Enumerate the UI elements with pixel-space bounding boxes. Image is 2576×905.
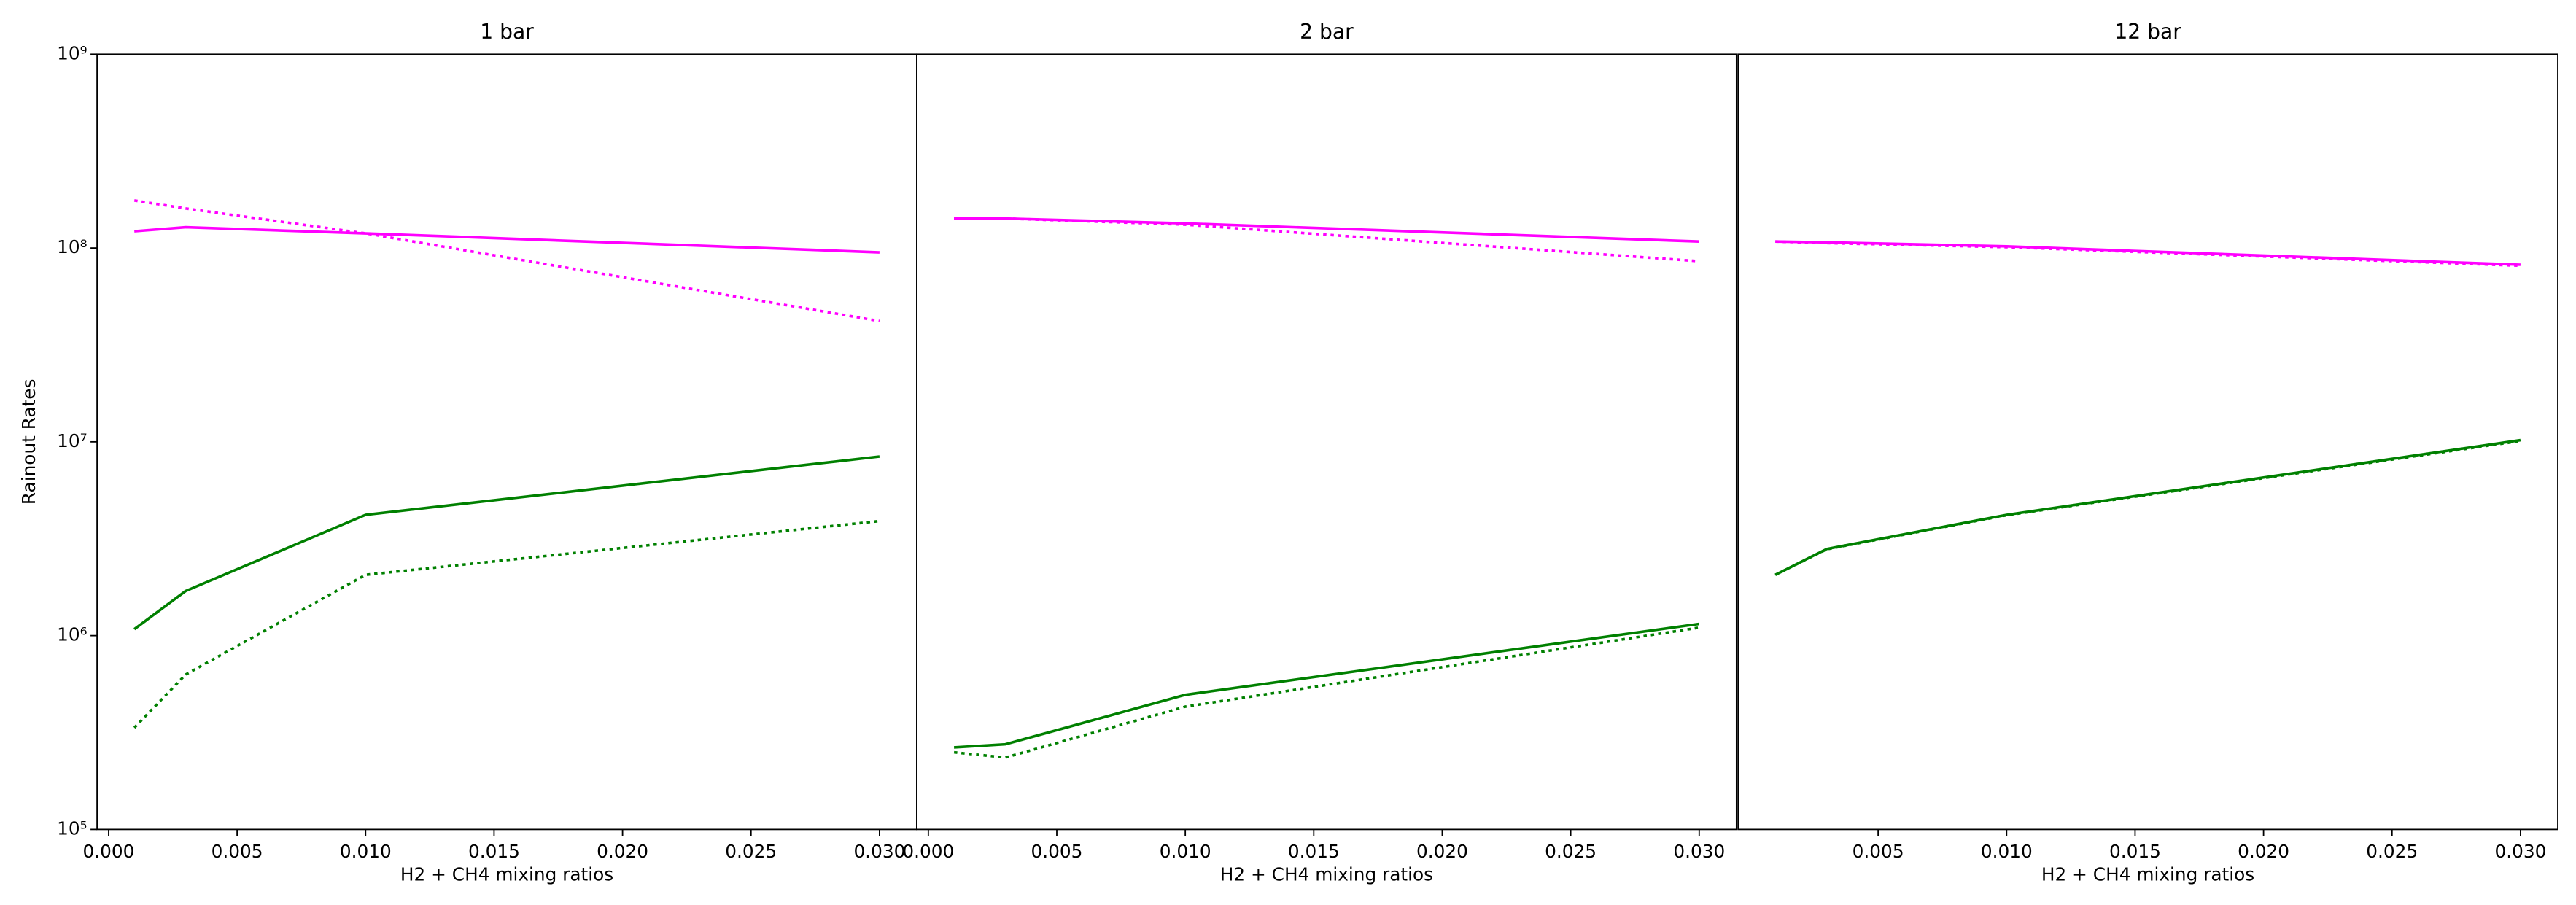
x-tick-label: 0.015 [1288,841,1340,862]
x-tick-label: 0.000 [902,841,954,862]
panel-frame [96,53,917,831]
x-axis-label: H2 + CH4 mixing ratios [1220,863,1433,885]
data-line [954,217,1699,244]
x-axis-label: H2 + CH4 mixing ratios [2041,863,2254,885]
data-line [954,217,1699,263]
x-axis-label: H2 + CH4 mixing ratios [400,863,613,885]
y-tick-label: 10⁵ [57,817,87,839]
panel-title: 2 bar [1300,20,1354,44]
x-tick-label: 0.030 [2494,841,2546,862]
x-tick-label: 0.030 [853,841,905,862]
x-tick-label: 0.005 [1031,841,1083,862]
data-line [134,225,880,254]
x-tick-label: 0.010 [340,841,392,862]
x-tick-label: 0.005 [1853,841,1904,862]
y-tick-label: 10⁷ [57,430,87,451]
x-tick-label: 0.015 [468,841,520,862]
data-line [133,519,880,729]
data-line [1774,439,2521,576]
data-line [133,455,880,631]
x-tick-label: 0.015 [2109,841,2161,862]
panel-title: 1 bar [480,20,534,44]
x-tick-label: 0.010 [1981,841,2033,862]
y-tick-label: 10⁸ [57,236,88,257]
data-line [1775,240,2521,268]
y-tick-label: 10⁹ [57,42,88,63]
x-tick-label: 0.025 [2366,841,2418,862]
x-tick-label: 0.020 [597,841,648,862]
data-line [953,622,1700,749]
data-line [953,626,1700,759]
x-tick-label: 0.030 [1673,841,1725,862]
data-line [1774,438,2521,576]
x-tick-label: 0.025 [1545,841,1597,862]
x-tick-label: 0.025 [725,841,777,862]
x-tick-label: 0.020 [1416,841,1468,862]
data-line [133,199,880,322]
x-tick-label: 0.005 [212,841,263,862]
y-tick-label: 10⁶ [57,624,88,645]
x-tick-label: 0.020 [2238,841,2289,862]
panel-frame [916,53,1737,831]
y-axis-label: Rainout Rates [18,379,39,505]
x-tick-label: 0.010 [1160,841,1211,862]
panel-frame [1737,53,2558,831]
x-tick-label: 0.000 [83,841,135,862]
panel-title: 12 bar [2114,20,2181,44]
